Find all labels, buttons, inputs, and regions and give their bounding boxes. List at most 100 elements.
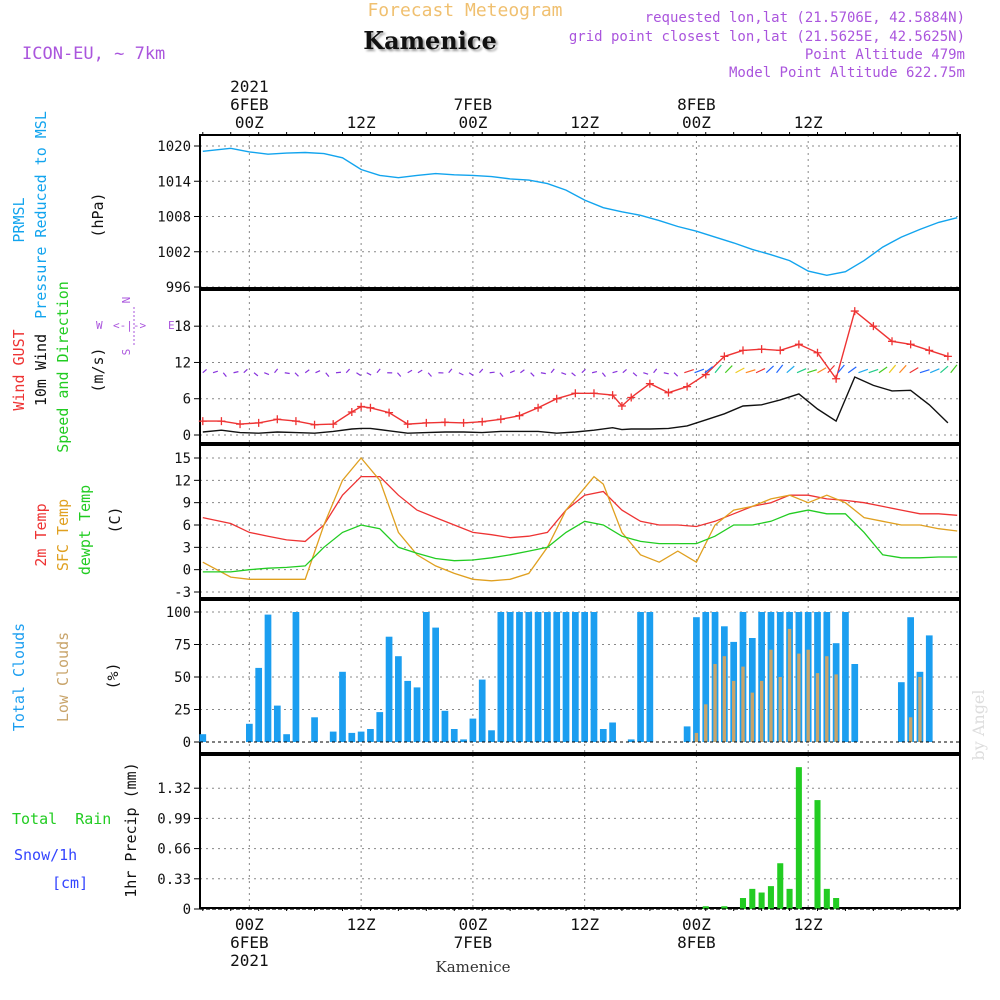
- wind-direction-arrow: [417, 369, 423, 374]
- gust-marker: [645, 379, 654, 388]
- pressure-ytick-label: 1008: [157, 210, 191, 226]
- total-cloud-bar: [506, 612, 514, 742]
- low-cloud-bar: [750, 692, 754, 742]
- bottom-time-label: 6FEB: [230, 933, 269, 952]
- bottom-time-label: 8FEB: [677, 933, 716, 952]
- low-cloud-bar: [806, 649, 810, 742]
- temperature-ytick-label: 15: [174, 451, 191, 467]
- total-cloud-bar: [488, 730, 495, 742]
- bottom-time-label: 2021: [230, 951, 269, 970]
- clouds-panel-frame: [199, 599, 961, 754]
- temp-unit: (C): [106, 506, 124, 533]
- pressure-ytick-label: 996: [166, 280, 191, 296]
- low-cloud-bar: [759, 680, 764, 742]
- low-cloud-bar: [778, 677, 782, 742]
- total-cloud-bar: [357, 731, 365, 742]
- precip-labels: Total Rain Snow/1h [cm] 1hr Precip (mm): [12, 762, 140, 897]
- rain-bar: [749, 888, 756, 909]
- total-cloud-bar: [460, 739, 467, 742]
- low-cloud-bar: [741, 666, 745, 742]
- wind-direction-arrow: [858, 368, 869, 374]
- gust-line: [202, 309, 949, 426]
- gust-marker: [608, 391, 617, 400]
- bottom-time-label: 12Z: [794, 915, 823, 934]
- gust-marker: [366, 403, 375, 412]
- gridpoint-coords: grid point closest lon,lat (21.5625E, 42…: [569, 29, 965, 45]
- total-cloud-bar: [925, 635, 933, 742]
- panels-layer: 996 1002 1008 1014 1020 0 6 12 18 -3 0 3 6 9 12 15 0 25 50…: [157, 134, 961, 918]
- total-cloud-bar: [897, 682, 905, 742]
- wind-direction-arrow: [940, 365, 949, 374]
- wind-direction-arrow: [632, 372, 638, 377]
- total-cloud-bar: [255, 667, 263, 742]
- gust-marker: [738, 346, 747, 355]
- pressure-label-2: Pressure Reduced to MSL: [32, 111, 50, 319]
- compass-w: W: [96, 319, 103, 332]
- clouds-ytick-label: 100: [166, 605, 191, 621]
- top-time-label: 00Z: [682, 113, 711, 132]
- total-cloud-bar: [329, 731, 337, 742]
- requested-coords: requested lon,lat (21.5706E, 42.5884N): [645, 10, 965, 26]
- rain-bar: [814, 800, 821, 909]
- total-cloud-bar: [599, 729, 607, 742]
- wind-direction-arrow: [601, 372, 606, 378]
- wind-labels: Wind GUST 10m Wind Speed and Direction (…: [10, 281, 175, 453]
- total-cloud-bar: [450, 729, 458, 742]
- gust-marker: [496, 415, 505, 424]
- top-time-label: 00Z: [235, 113, 264, 132]
- precipitation-ytick-label: 0.66: [157, 842, 191, 858]
- wind-direction-arrow: [735, 367, 745, 374]
- gust-marker: [534, 403, 543, 412]
- wind-direction-arrow: [222, 372, 227, 378]
- low-cloud-bar: [694, 732, 699, 742]
- total-cloud-bar: [693, 617, 700, 742]
- gust-marker: [515, 411, 524, 420]
- top-time-label: 12Z: [570, 113, 599, 132]
- total-clouds-label: Total Clouds: [10, 623, 28, 731]
- wind-direction-arrow: [520, 369, 525, 374]
- wind-direction-arrow: [366, 372, 372, 376]
- top-time-label: 7FEB: [454, 95, 493, 114]
- top-time-label: 6FEB: [230, 95, 269, 114]
- dewpt-line: [202, 509, 958, 573]
- wind-ytick-label: 0: [183, 428, 191, 444]
- low-cloud-bar: [722, 656, 727, 742]
- snow-label: Snow/1h: [14, 846, 77, 864]
- compass-n: N: [120, 297, 133, 304]
- clouds-unit: (%): [104, 662, 122, 689]
- rain-bar: [767, 886, 774, 909]
- total-cloud-bar: [292, 612, 300, 742]
- temperature-ytick-label: -3: [174, 585, 191, 601]
- wind-direction-arrow: [212, 370, 218, 374]
- wind-direction-arrow: [929, 368, 940, 374]
- total-cloud-bar: [367, 729, 374, 742]
- top-time-label: 8FEB: [677, 95, 716, 114]
- rain-label: Total Rain: [12, 810, 111, 828]
- gust-marker: [627, 393, 636, 402]
- gust-marker: [357, 402, 366, 411]
- wind-direction-arrow: [724, 365, 733, 374]
- clouds-ytick-label: 25: [174, 703, 191, 719]
- gust-marker: [273, 415, 282, 424]
- wind-direction-arrow: [396, 372, 402, 377]
- wind-direction-arrow: [643, 372, 649, 375]
- wind-ytick-label: 6: [183, 392, 191, 408]
- total-cloud-bar: [702, 612, 710, 742]
- pressure-ytick-label: 1002: [157, 245, 191, 261]
- wind-direction-arrow: [684, 368, 694, 374]
- gust-marker: [403, 420, 412, 429]
- wind-direction-arrow: [315, 370, 321, 374]
- gust-marker: [217, 417, 226, 426]
- wind-direction-arrow: [458, 372, 464, 376]
- wind-direction-arrow: [755, 367, 766, 374]
- wind-direction-arrow: [868, 368, 879, 374]
- precipitation-panel-frame: [199, 754, 961, 909]
- gust-marker: [925, 346, 934, 355]
- low-cloud-bar: [908, 717, 913, 742]
- temp-labels: 2m Temp SFC Temp dewpt Temp (C): [32, 485, 124, 575]
- low-cloud-bar: [787, 628, 792, 742]
- rain-bar: [823, 888, 830, 909]
- gust-marker: [552, 394, 561, 403]
- bottom-time-label: 00Z: [682, 915, 711, 934]
